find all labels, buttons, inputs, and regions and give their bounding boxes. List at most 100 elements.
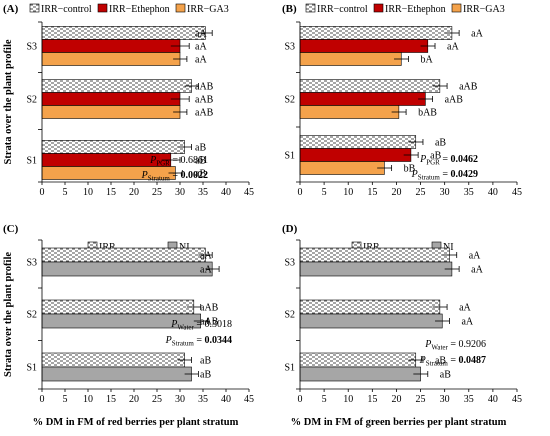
x-tick-label: 40 [221, 187, 231, 198]
data-label: aA [195, 55, 207, 66]
x-tick-label: 10 [343, 394, 353, 405]
panel-c: (C) IRR NI aB aB S1 aAB aAB S2 aA aA S3 0 5 10 15 20 25 30… [3, 223, 254, 428]
bar [41, 140, 185, 154]
bar [41, 352, 185, 368]
data-label: aA [459, 303, 471, 314]
data-label: bA [421, 55, 434, 66]
legend-label: IRR [363, 242, 380, 253]
category-label: S2 [284, 310, 295, 321]
data-label: aB [435, 356, 446, 367]
data-label: aAB [195, 108, 214, 119]
legend-label: IRR [99, 242, 116, 253]
bar [299, 39, 429, 53]
bar [299, 79, 441, 93]
p-value: PPGR = 0.0462 [419, 154, 478, 167]
bar [299, 52, 402, 66]
bar [41, 39, 181, 53]
legend-label: IRR−Ethephon [385, 4, 446, 15]
x-tick-label: 30 [440, 187, 450, 198]
data-label: aA [195, 42, 207, 53]
x-tick-label: 25 [416, 187, 426, 198]
x-tick-label: 25 [152, 187, 162, 198]
x-tick-label: 10 [83, 394, 93, 405]
x-tick-label: 15 [106, 394, 116, 405]
bar [299, 105, 400, 119]
x-tick-label: 5 [63, 187, 68, 198]
x-tick-label: 10 [83, 187, 93, 198]
bar [41, 247, 206, 263]
data-label: aB [195, 156, 206, 167]
data-label: bB [404, 164, 416, 175]
panel-b: (B) IRR−control IRR−Ethephon IRR−GA3 aB aB bB S… [282, 3, 522, 198]
category-label: S3 [284, 42, 295, 53]
data-label: aB [440, 370, 451, 381]
legend-label: IRR−control [317, 4, 368, 15]
data-label: aAB [445, 95, 464, 106]
x-tick-label: 5 [63, 394, 68, 405]
category-label: S3 [26, 258, 37, 269]
data-label: bAB [418, 108, 437, 119]
legend-swatch [97, 3, 108, 13]
x-tick-label: 35 [198, 394, 208, 405]
category-label: S3 [26, 42, 37, 53]
x-tick-label: 0 [40, 187, 45, 198]
panel-d: (D) IRR NI aB aB S1 aA aA S2 aA aA S3 0 5 10 15 20 25 30 35… [282, 223, 522, 428]
legend-swatch [175, 3, 186, 13]
bar [299, 26, 453, 40]
panel-a: (A) IRR−control IRR−Ethephon IRR−GA3 aB aB aB S… [3, 3, 254, 198]
x-tick-label: 5 [322, 187, 327, 198]
category-label: S1 [26, 156, 37, 167]
bar [299, 247, 450, 263]
category-label: S1 [26, 363, 37, 374]
x-tick-label: 45 [244, 394, 254, 405]
legend-swatch [373, 3, 384, 13]
bar [41, 26, 206, 40]
data-label: aA [447, 42, 459, 53]
bar [41, 366, 192, 382]
data-label: aAB [195, 82, 214, 93]
x-tick-label: 35 [464, 394, 474, 405]
data-label: aA [469, 251, 481, 262]
x-tick-label: 20 [391, 187, 401, 198]
panel-label: (D) [282, 223, 298, 235]
y-axis-title: Strata over the plant profile [3, 252, 14, 377]
panel-label: (A) [3, 3, 19, 15]
data-label: aAB [200, 317, 219, 328]
data-label: aAB [195, 95, 214, 106]
data-label: aB [195, 169, 206, 180]
category-label: S2 [26, 310, 37, 321]
bar [41, 299, 195, 315]
bar [41, 79, 192, 93]
x-tick-label: 40 [488, 187, 498, 198]
x-tick-label: 45 [512, 187, 522, 198]
data-label: aB [430, 151, 441, 162]
category-label: S3 [284, 258, 295, 269]
bar [41, 261, 213, 277]
y-axis-title: Strata over the plant profile [3, 39, 14, 164]
legend-label: IRR−GA3 [187, 4, 229, 15]
data-label: aB [200, 356, 211, 367]
bar [299, 299, 441, 315]
data-label: aA [471, 265, 483, 276]
x-tick-label: 25 [152, 394, 162, 405]
p-value: PWater = 0.3018 [170, 319, 232, 332]
x-tick-label: 15 [106, 187, 116, 198]
p-value: PStratum = 0.0344 [165, 335, 232, 348]
data-label: aB [435, 138, 446, 149]
x-tick-label: 30 [440, 394, 450, 405]
legend-label: IRR−control [41, 4, 92, 15]
p-value: PPGR = 0.6861 [149, 155, 208, 168]
bar [299, 148, 412, 162]
x-tick-label: 20 [129, 187, 139, 198]
x-tick-label: 40 [488, 394, 498, 405]
x-tick-label: 20 [391, 394, 401, 405]
x-tick-label: 0 [298, 187, 303, 198]
data-label: aA [200, 265, 212, 276]
p-value: PStratum = 0.0429 [411, 169, 478, 182]
data-label: aA [200, 251, 212, 262]
x-axis-title: % DM in FM of green berries per plant st… [291, 417, 507, 428]
p-value: PStratum = 0.0022 [141, 170, 208, 183]
data-label: aB [200, 370, 211, 381]
x-tick-label: 35 [198, 187, 208, 198]
